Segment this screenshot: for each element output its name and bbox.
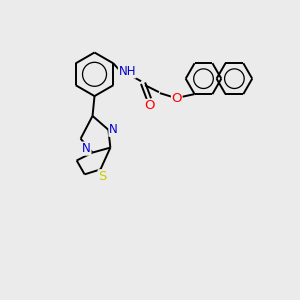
Text: NH: NH (118, 65, 136, 78)
Text: O: O (172, 92, 182, 105)
Text: S: S (98, 170, 106, 183)
Text: N: N (82, 142, 91, 155)
Text: N: N (109, 123, 118, 136)
Text: O: O (144, 100, 154, 112)
